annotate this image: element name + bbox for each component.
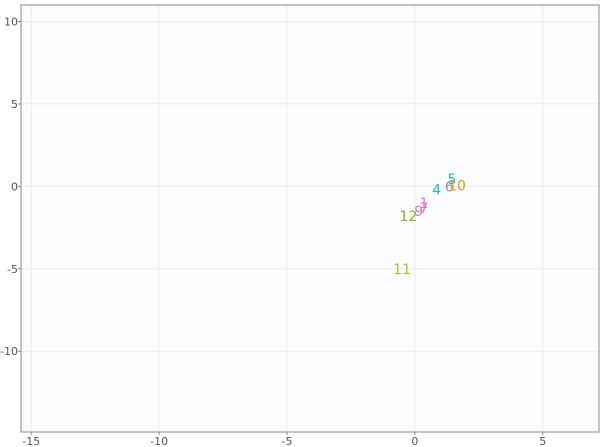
y-axis-ticks: -10 -5 0 5 10: [0, 15, 21, 358]
plot-background: [21, 5, 599, 432]
plot-frame: [20, 4, 600, 433]
data-point-label: 5: [447, 172, 456, 188]
data-point-label: 4: [432, 183, 441, 199]
y-tick-label: 10: [4, 15, 18, 28]
y-tick-label: 5: [11, 98, 18, 111]
x-tick-label: 0: [411, 435, 418, 447]
data-point-label: 7: [419, 201, 428, 217]
x-axis-ticks: -15 -10 -5 0 5: [22, 432, 546, 447]
data-point-label: 11: [393, 262, 411, 278]
y-tick-label: 0: [11, 180, 18, 193]
y-tick-label: -10: [0, 345, 18, 358]
data-point-label: 1: [419, 196, 428, 212]
data-point-label: 12: [400, 209, 418, 225]
x-tick-label: -5: [281, 435, 292, 447]
plot-border: [20, 4, 600, 433]
y-tick-label: -5: [7, 263, 18, 276]
plot-area: [21, 5, 599, 432]
grid-lines: [21, 5, 599, 432]
x-tick-label: -10: [150, 435, 168, 447]
data-point-label: 6: [445, 179, 454, 195]
x-tick-label: -15: [22, 435, 40, 447]
x-tick-label: 5: [539, 435, 546, 447]
data-point-label: 9: [414, 204, 423, 220]
data-point-label: 10: [448, 179, 466, 195]
